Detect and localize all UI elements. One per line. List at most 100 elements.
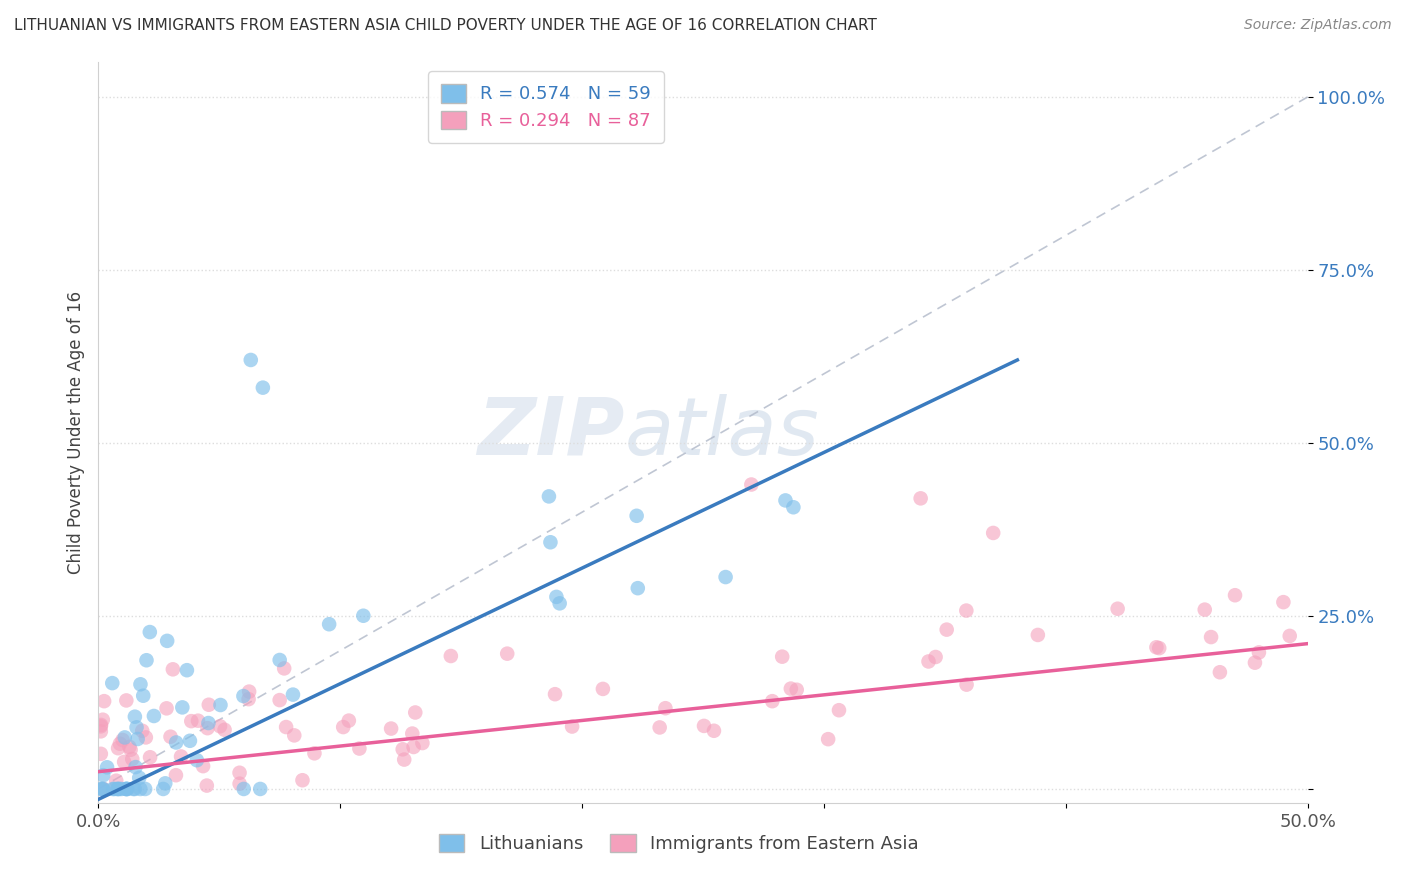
Point [238, 692, 260, 706]
Point [139, 625, 162, 640]
Point [125, 720, 148, 734]
Point [775, 493, 797, 508]
Point [648, 721, 671, 735]
Point [90, 781, 112, 796]
Text: LITHUANIAN VS IMMIGRANTS FROM EASTERN ASIA CHILD POVERTY UNDER THE AGE OF 16 COR: LITHUANIAN VS IMMIGRANTS FROM EASTERN AS… [14, 18, 877, 33]
Point [159, 730, 181, 744]
Point [544, 687, 567, 701]
Point [112, 755, 135, 769]
Point [546, 590, 568, 604]
Point [103, 781, 125, 796]
Point [197, 716, 219, 731]
Point [380, 722, 402, 736]
Point [162, 662, 184, 676]
Point [274, 720, 297, 734]
Point [180, 714, 202, 728]
Point [917, 655, 939, 669]
Point [91, 781, 114, 796]
Point [155, 776, 177, 790]
Point [105, 773, 128, 788]
Point [132, 689, 155, 703]
Point [108, 781, 131, 796]
Point [440, 648, 463, 663]
Point [172, 700, 194, 714]
Point [209, 698, 232, 712]
Point [134, 781, 156, 796]
Point [128, 771, 150, 785]
Point [118, 739, 141, 754]
Point [124, 709, 146, 723]
Text: Source: ZipAtlas.com: Source: ZipAtlas.com [1244, 18, 1392, 32]
Point [782, 500, 804, 515]
Point [114, 731, 136, 745]
Point [981, 525, 1004, 540]
Point [91, 781, 114, 796]
Point [318, 617, 340, 632]
Point [195, 779, 218, 793]
Point [392, 753, 415, 767]
Point [1244, 656, 1267, 670]
Point [1223, 588, 1246, 602]
Point [129, 781, 152, 796]
Point [176, 663, 198, 677]
Point [955, 604, 977, 618]
Point [111, 733, 134, 747]
Point [107, 781, 129, 796]
Point [127, 731, 149, 746]
Point [401, 726, 423, 740]
Point [124, 781, 146, 796]
Point [165, 735, 187, 749]
Point [955, 678, 977, 692]
Point [96, 760, 118, 774]
Point [1278, 629, 1301, 643]
Point [91, 713, 114, 727]
Point [179, 733, 201, 747]
Point [139, 750, 162, 764]
Point [101, 676, 124, 690]
Point [626, 508, 648, 523]
Point [924, 650, 946, 665]
Point [269, 653, 291, 667]
Point [404, 706, 426, 720]
Point [238, 684, 260, 698]
Point [779, 681, 801, 696]
Point [817, 732, 839, 747]
Point [1272, 595, 1295, 609]
Point [1247, 645, 1270, 659]
Point [131, 723, 153, 738]
Point [910, 491, 932, 506]
Point [107, 741, 129, 756]
Y-axis label: Child Poverty Under the Age of 16: Child Poverty Under the Age of 16 [66, 291, 84, 574]
Point [228, 777, 250, 791]
Point [1209, 665, 1232, 680]
Point [156, 633, 179, 648]
Point [654, 701, 676, 715]
Point [538, 535, 561, 549]
Point [191, 759, 214, 773]
Point [703, 723, 725, 738]
Point [627, 581, 650, 595]
Point [411, 736, 433, 750]
Point [108, 737, 131, 751]
Point [115, 693, 138, 707]
Point [142, 709, 165, 723]
Point [273, 661, 295, 675]
Point [249, 781, 271, 796]
Point [1144, 640, 1167, 655]
Point [101, 781, 124, 796]
Point [232, 781, 254, 796]
Point [197, 721, 219, 735]
Point [135, 731, 157, 745]
Point [198, 698, 221, 712]
Point [391, 742, 413, 756]
Point [770, 649, 793, 664]
Point [90, 718, 112, 732]
Point [592, 681, 614, 696]
Point [561, 720, 583, 734]
Point [281, 688, 304, 702]
Point [115, 781, 138, 796]
Point [129, 677, 152, 691]
Point [786, 682, 808, 697]
Point [91, 768, 114, 782]
Point [214, 723, 236, 737]
